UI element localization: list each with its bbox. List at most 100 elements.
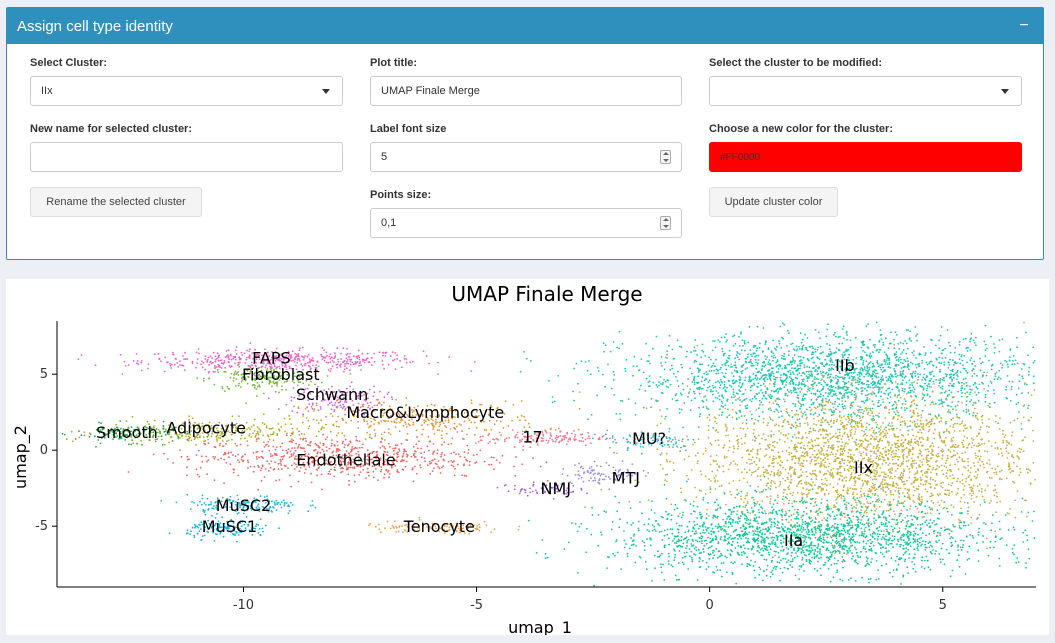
point: [331, 415, 334, 417]
point: [878, 386, 881, 389]
point: [403, 448, 406, 451]
point: [296, 384, 299, 387]
point: [315, 455, 317, 458]
new-name-field[interactable]: [30, 142, 343, 172]
spinner-icon[interactable]: [660, 216, 671, 230]
point: [761, 368, 763, 370]
point: [878, 399, 880, 402]
points-size-field[interactable]: [370, 208, 682, 238]
point: [327, 404, 329, 406]
point: [330, 408, 333, 411]
point: [409, 361, 412, 364]
point: [904, 388, 906, 391]
point: [274, 390, 277, 393]
label-font-size-field[interactable]: [370, 142, 682, 172]
points-size-input[interactable]: [381, 217, 671, 229]
point: [798, 346, 800, 348]
point: [121, 373, 124, 375]
point: [841, 405, 844, 408]
point: [314, 366, 317, 369]
point: [822, 365, 825, 367]
point: [234, 370, 237, 373]
point: [334, 395, 337, 398]
point: [403, 415, 406, 418]
spinner-icon[interactable]: [660, 150, 671, 164]
point: [222, 453, 225, 456]
point: [257, 374, 260, 377]
point: [652, 433, 655, 435]
point: [135, 353, 138, 355]
point: [315, 443, 318, 446]
point: [993, 352, 996, 354]
point: [271, 427, 274, 430]
point: [311, 357, 314, 359]
point: [357, 402, 360, 405]
point: [693, 383, 696, 386]
point: [721, 371, 723, 374]
point: [208, 425, 211, 428]
point: [736, 351, 738, 353]
point: [612, 441, 614, 443]
point: [348, 454, 351, 456]
point: [283, 504, 286, 507]
point: [817, 346, 819, 349]
point: [285, 465, 287, 467]
point: [921, 362, 923, 364]
point: [273, 382, 276, 385]
point: [221, 431, 223, 434]
collapse-icon[interactable]: −: [1019, 17, 1029, 34]
point: [587, 418, 589, 421]
label-font-size-input[interactable]: [381, 151, 671, 163]
point: [340, 363, 342, 366]
point: [247, 375, 250, 378]
point: [970, 399, 973, 401]
point: [347, 444, 349, 447]
point: [904, 400, 907, 402]
cluster-to-modify-dropdown[interactable]: [709, 76, 1022, 106]
point: [917, 376, 920, 378]
point: [749, 360, 752, 363]
point: [317, 444, 319, 447]
point: [604, 385, 607, 388]
point: [786, 363, 789, 366]
color-picker-field[interactable]: #FF0000: [709, 142, 1022, 172]
point: [651, 347, 654, 350]
point: [122, 428, 125, 430]
point: [268, 376, 270, 379]
point: [290, 399, 293, 402]
point: [694, 359, 696, 362]
point: [634, 444, 637, 446]
point: [887, 394, 890, 396]
point: [421, 413, 424, 416]
new-name-input[interactable]: [41, 151, 332, 163]
point: [391, 408, 393, 411]
plot-title-field[interactable]: [370, 76, 682, 106]
rename-cluster-button[interactable]: Rename the selected cluster: [30, 187, 202, 217]
point: [988, 402, 991, 405]
point: [975, 386, 978, 389]
select-cluster-dropdown[interactable]: IIx: [30, 76, 343, 106]
point: [368, 388, 371, 391]
point: [740, 415, 743, 417]
point: [938, 361, 940, 364]
point: [229, 431, 231, 434]
point: [921, 386, 924, 388]
point: [504, 400, 507, 403]
point: [512, 404, 515, 406]
point: [270, 356, 273, 359]
point: [523, 415, 525, 418]
point: [328, 393, 331, 396]
point: [600, 473, 603, 475]
update-color-button[interactable]: Update cluster color: [709, 187, 838, 217]
point: [217, 356, 220, 359]
point: [827, 395, 829, 398]
point: [385, 453, 388, 456]
point: [350, 381, 353, 384]
point: [270, 371, 273, 373]
point: [226, 354, 229, 356]
plot-title-input[interactable]: [381, 85, 671, 97]
point: [869, 407, 872, 410]
point: [339, 366, 342, 368]
point: [278, 365, 281, 368]
point: [671, 364, 673, 367]
